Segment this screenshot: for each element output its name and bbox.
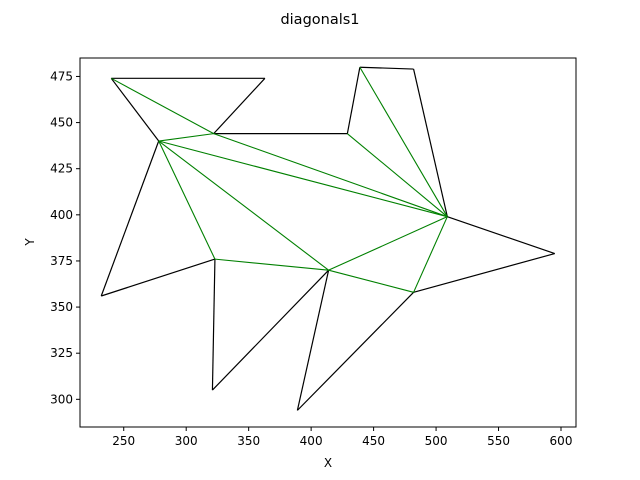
polygon-edge xyxy=(296,291,415,411)
diagonal-line xyxy=(328,269,414,293)
axes-frame xyxy=(79,57,577,428)
diagonal-line xyxy=(347,133,448,218)
polygon-edge xyxy=(447,216,555,255)
diagonal-line xyxy=(158,140,329,271)
y-tick-label: 350 xyxy=(50,300,73,314)
diagonal-line xyxy=(110,77,214,135)
x-tick-label: 600 xyxy=(550,434,573,448)
x-axis-label: X xyxy=(324,456,332,470)
polygon-edge xyxy=(110,77,160,142)
polygon-edge xyxy=(346,67,361,134)
polygon-edge xyxy=(296,270,330,411)
x-tick-label: 550 xyxy=(487,434,510,448)
y-axis-label: Y xyxy=(23,238,37,247)
chart-title: diagonals1 xyxy=(280,12,359,28)
x-tick-label: 300 xyxy=(175,434,198,448)
polygon-edge xyxy=(100,140,160,297)
y-tick-label: 475 xyxy=(50,69,73,83)
polygon-edge xyxy=(412,68,448,217)
polygon-edge xyxy=(213,77,266,135)
diagonal-line xyxy=(328,216,448,271)
x-tick-label: 350 xyxy=(237,434,260,448)
y-tick-label: 425 xyxy=(50,162,73,176)
polygon-edge xyxy=(211,259,216,391)
y-tick-label: 375 xyxy=(50,254,73,268)
x-tick-label: 250 xyxy=(112,434,135,448)
plot-area xyxy=(100,66,555,411)
x-tick-label: 450 xyxy=(362,434,385,448)
diagonal-line xyxy=(158,133,214,142)
polygon-edge xyxy=(211,269,330,391)
diagonal-line xyxy=(158,140,448,218)
diagonal-line xyxy=(359,66,448,217)
diagonal-line xyxy=(213,133,448,218)
diagonal-line xyxy=(158,140,216,260)
x-tick-label: 400 xyxy=(300,434,323,448)
diagonal-line xyxy=(214,258,329,271)
diagonal-line xyxy=(413,216,448,293)
polygon-edge xyxy=(101,258,216,297)
polygon-edge xyxy=(359,66,414,70)
x-tick-label: 500 xyxy=(425,434,448,448)
y-tick-label: 300 xyxy=(50,392,73,406)
y-tick-label: 400 xyxy=(50,208,73,222)
y-tick-label: 325 xyxy=(50,346,73,360)
y-tick-label: 450 xyxy=(50,116,73,130)
polygon-edge xyxy=(413,252,555,293)
axis-ticks: 250 300 350 400 450 500 550 600 300 325 350 375 400 4… xyxy=(50,69,572,448)
